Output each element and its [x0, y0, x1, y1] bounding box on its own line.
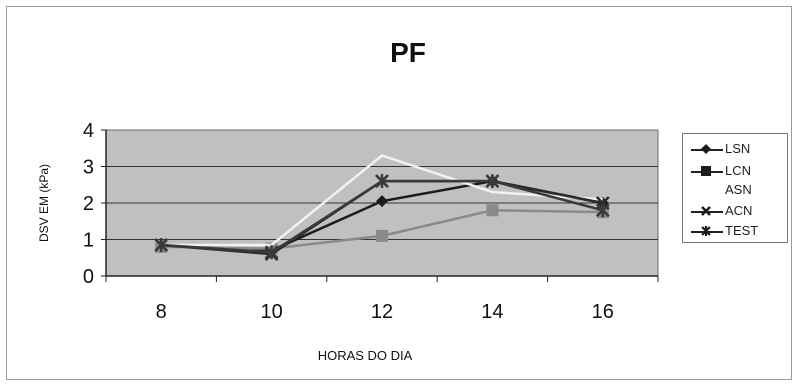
square-marker-icon: [701, 166, 711, 176]
y-tick-label: 1: [83, 230, 94, 252]
legend-label-acn: ACN: [725, 203, 753, 218]
x-marker-icon: [701, 206, 711, 216]
data-point-test: [154, 237, 169, 252]
x-tick-label: 16: [592, 301, 614, 323]
y-tick-label: 3: [83, 157, 94, 179]
asterisk-marker-icon: [701, 226, 711, 236]
legend-item-asn: ASN: [683, 181, 787, 199]
x-tick-label: 8: [156, 301, 167, 323]
data-point-lcn: [376, 229, 388, 242]
data-point-test: [264, 245, 279, 260]
legend-item-lsn: LSN: [683, 140, 787, 158]
x-tick-label: 10: [260, 301, 282, 323]
data-point-lcn: [486, 204, 499, 217]
x-tick-label: 12: [371, 301, 393, 323]
x-tick-label: 14: [481, 301, 503, 323]
legend-label-test: TEST: [725, 223, 759, 238]
x-axis-label: HORAS DO DIA: [318, 348, 413, 363]
legend: LSN LCN ASN ACN TEST: [682, 133, 788, 243]
y-axis-label: DSV EM (kPa): [37, 164, 51, 242]
chart-title: PF: [390, 37, 426, 68]
data-point-test: [485, 174, 500, 189]
diamond-marker-icon: [701, 144, 711, 154]
legend-item-acn: ACN: [683, 202, 787, 220]
legend-item-test: TEST: [683, 222, 787, 240]
legend-label-lsn: LSN: [725, 141, 751, 156]
legend-label-asn: ASN: [725, 182, 752, 197]
series-line-asn: [161, 154, 603, 247]
legend-line-asn: [691, 190, 723, 192]
y-tick-label: 2: [83, 193, 94, 215]
legend-item-lcn: LCN: [683, 162, 787, 180]
y-tick-label: 0: [83, 266, 94, 288]
legend-label-lcn: LCN: [725, 163, 752, 178]
data-point-test: [595, 203, 610, 218]
data-point-lsn: [376, 195, 388, 208]
y-tick-label: 4: [83, 120, 94, 142]
data-point-test: [375, 174, 389, 189]
